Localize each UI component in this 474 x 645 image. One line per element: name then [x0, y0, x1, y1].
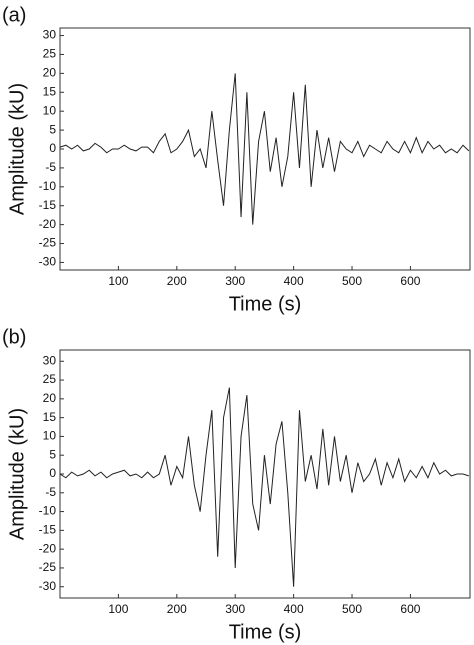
panel-label: (a)	[2, 4, 26, 26]
x-tick-label: 100	[108, 602, 128, 616]
x-tick-label: 400	[284, 274, 304, 288]
x-tick-label: 200	[167, 274, 187, 288]
y-axis-title: Amplitude (kU)	[6, 408, 28, 540]
panel-label: (b)	[2, 326, 26, 348]
y-tick-label: 25	[43, 372, 57, 386]
y-tick-label: -30	[39, 255, 57, 269]
waveform	[59, 387, 469, 587]
y-tick-label: 5	[49, 447, 56, 461]
y-tick-label: -25	[39, 560, 57, 574]
x-tick-label: 300	[225, 602, 245, 616]
y-tick-label: 30	[43, 353, 57, 367]
y-axis-title: Amplitude (kU)	[6, 83, 28, 215]
y-tick-label: -10	[39, 504, 57, 518]
y-tick-label: -5	[45, 485, 56, 499]
y-tick-label: -30	[39, 579, 57, 593]
y-tick-label: -25	[39, 236, 57, 250]
y-tick-label: -15	[39, 198, 57, 212]
x-tick-label: 500	[342, 274, 362, 288]
x-axis-title: Time (s)	[229, 293, 302, 315]
x-tick-label: 300	[225, 274, 245, 288]
y-tick-label: 10	[43, 429, 57, 443]
y-tick-label: -20	[39, 217, 57, 231]
x-tick-label: 400	[284, 602, 304, 616]
y-tick-label: 25	[43, 47, 57, 61]
y-tick-label: 30	[43, 28, 57, 42]
y-tick-label: 20	[43, 66, 57, 80]
y-tick-label: 0	[49, 466, 56, 480]
y-tick-label: 15	[43, 410, 57, 424]
waveform	[59, 73, 470, 225]
x-tick-label: 500	[342, 602, 362, 616]
y-tick-label: 5	[49, 122, 56, 136]
x-tick-label: 600	[400, 602, 420, 616]
x-tick-label: 100	[108, 274, 128, 288]
y-tick-label: 20	[43, 391, 57, 405]
y-tick-label: 15	[43, 84, 57, 98]
y-tick-label: -15	[39, 523, 57, 537]
x-tick-label: 600	[400, 274, 420, 288]
y-tick-label: -20	[39, 541, 57, 555]
x-axis-title: Time (s)	[229, 621, 302, 643]
y-tick-label: 10	[43, 103, 57, 117]
x-tick-label: 200	[167, 602, 187, 616]
y-tick-label: 0	[49, 141, 56, 155]
y-tick-label: -10	[39, 179, 57, 193]
y-tick-label: -5	[45, 160, 56, 174]
